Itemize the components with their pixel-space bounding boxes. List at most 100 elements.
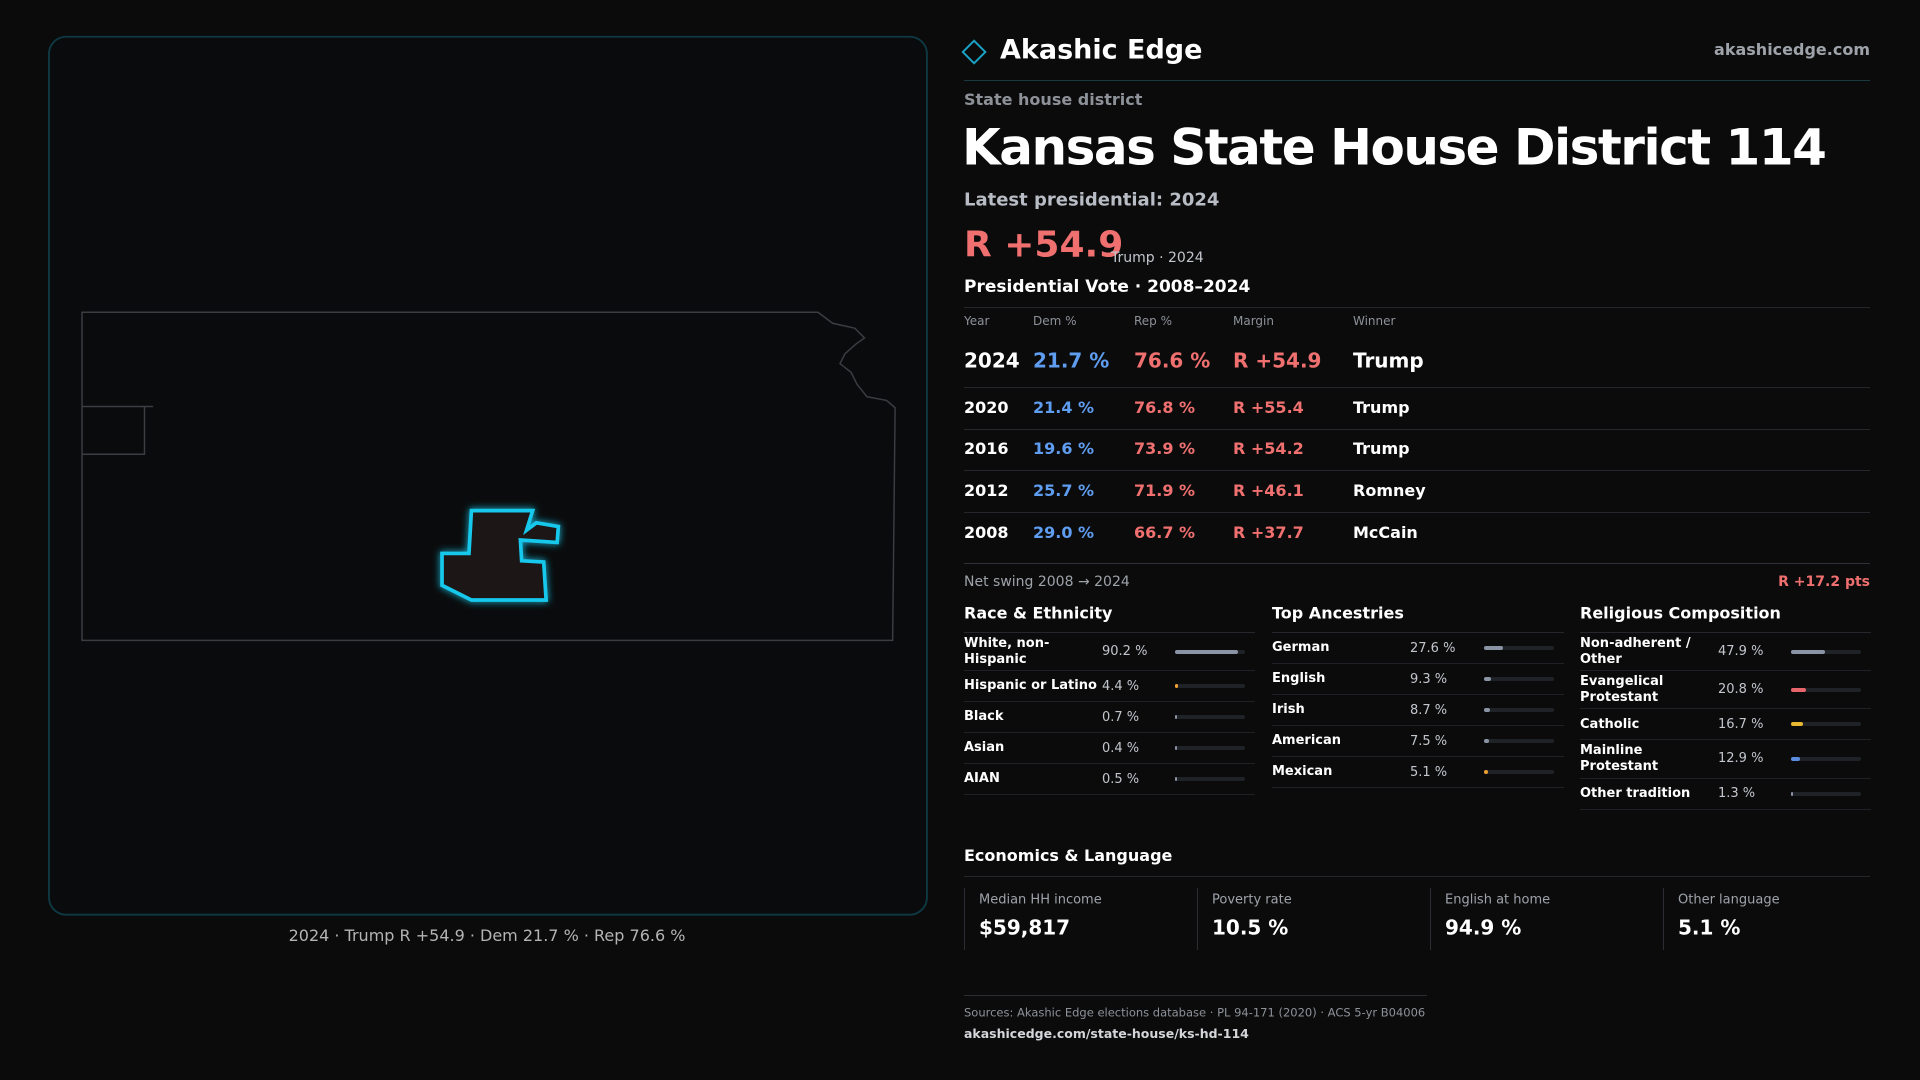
- panel-row: Other tradition 1.3 %: [1580, 779, 1871, 810]
- bar-track: [1484, 646, 1554, 650]
- cell: McCain: [1353, 522, 1418, 542]
- cell: R +37.7: [1233, 522, 1304, 542]
- row-value: 20.8 %: [1718, 682, 1764, 698]
- card-label: Median HH income: [979, 892, 1102, 908]
- bar: [1791, 687, 1806, 692]
- row-value: 1.3 %: [1718, 786, 1756, 802]
- panel-title-text: Top Ancestries: [1272, 603, 1404, 623]
- url: akashicedge.com/state-house/ks-hd-114: [964, 1025, 1249, 1041]
- panel-rows: White, non-Hispanic 90.2 % Hispanic or Lat…: [964, 632, 1255, 796]
- bar: [1791, 649, 1825, 654]
- bar-track: [1484, 708, 1554, 712]
- econ-card: Poverty rate 10.5 %: [1197, 888, 1431, 950]
- panel-title-text: Race & Ethnicity: [964, 603, 1113, 623]
- row-name: Non-adherent / Other: [1580, 636, 1691, 667]
- panel-rows: Non-adherent / Other 47.9 % Evangelical Pr…: [1580, 632, 1871, 810]
- panel-row: White, non-Hispanic 90.2 %: [964, 633, 1255, 672]
- cell: 71.9 %: [1134, 480, 1196, 500]
- econ-card: Other language 5.1 %: [1663, 888, 1871, 950]
- bar-track: [1484, 739, 1554, 743]
- row-value: 0.4 %: [1102, 740, 1140, 756]
- row-name: Hispanic or Latino: [964, 678, 1097, 694]
- bar-track: [1175, 715, 1245, 720]
- rule: [964, 307, 1870, 308]
- cell: R +54.2: [1233, 438, 1304, 458]
- cell: 25.7 %: [1033, 480, 1095, 500]
- rule: [964, 563, 1870, 564]
- panel-row: Black 0.7 %: [964, 702, 1255, 734]
- panel-row: Evangelical Protestant 20.8 %: [1580, 671, 1871, 710]
- row-rule: [964, 429, 1870, 430]
- row-value: 4.4 %: [1102, 678, 1140, 694]
- cell: 2024: [964, 348, 1020, 373]
- card-label: Other language: [1678, 892, 1780, 908]
- row-value: 27.6 %: [1410, 640, 1456, 656]
- row-name: English: [1272, 671, 1326, 687]
- brand-icon: [961, 39, 987, 65]
- panel-title-text: Religious Composition: [1580, 603, 1781, 623]
- bar-track: [1175, 777, 1245, 782]
- panel-row: AIAN 0.5 %: [964, 764, 1255, 796]
- district-shape: [440, 508, 561, 602]
- econ-card: Median HH income $59,817: [964, 888, 1198, 950]
- row-name: Catholic: [1580, 716, 1640, 732]
- bar: [1484, 677, 1491, 681]
- row-value: 90.2 %: [1102, 644, 1148, 660]
- sources: Sources: Akashic Edge elections database…: [964, 1005, 1426, 1020]
- column-header: Dem %: [1033, 314, 1077, 329]
- panel-row: Hispanic or Latino 4.4 %: [964, 671, 1255, 703]
- header-rule: [964, 80, 1870, 81]
- cell: 66.7 %: [1134, 522, 1196, 542]
- panel-row: Mainline Protestant 12.9 %: [1580, 740, 1871, 779]
- row-name: Other tradition: [1580, 785, 1691, 801]
- row-value: 0.5 %: [1102, 771, 1140, 787]
- card-value: 10.5 %: [1212, 915, 1289, 940]
- title: Kansas State House District 114: [962, 118, 1827, 177]
- row-rule: [964, 512, 1870, 513]
- map-panel: [48, 35, 928, 916]
- cell: 73.9 %: [1134, 438, 1196, 458]
- bar-track: [1175, 649, 1245, 654]
- row-name: Black: [964, 709, 1004, 725]
- cell: 76.6 %: [1134, 348, 1211, 373]
- card-label: English at home: [1445, 892, 1551, 908]
- state-outline: [81, 311, 896, 642]
- cell: 2012: [964, 480, 1009, 500]
- brand-name: Akashic Edge: [1000, 34, 1203, 66]
- cell: Trump: [1353, 438, 1410, 458]
- bar: [1791, 722, 1803, 727]
- cell: R +54.9: [1233, 348, 1322, 373]
- row-name: American: [1272, 733, 1342, 749]
- row-rule: [964, 470, 1870, 471]
- card-value: $59,817: [979, 915, 1071, 940]
- cell: 21.7 %: [1033, 348, 1110, 373]
- row-value: 16.7 %: [1718, 716, 1764, 732]
- bar: [1484, 708, 1491, 712]
- panel-row: English 9.3 %: [1272, 664, 1564, 695]
- row-name: Asian: [964, 740, 1005, 756]
- panel-row: Mexican 5.1 %: [1272, 757, 1564, 788]
- swing-label: Net swing 2008 → 2024: [964, 573, 1130, 590]
- card-label: Poverty rate: [1212, 892, 1292, 908]
- cell: 21.4 %: [1033, 397, 1095, 417]
- row-value: 9.3 %: [1410, 671, 1448, 687]
- panel-rows: German 27.6 % English 9.3 % Irish 8.7 % Americ…: [1272, 632, 1564, 788]
- cell: 2008: [964, 522, 1009, 542]
- bar-track: [1791, 649, 1861, 654]
- rule: [964, 876, 1870, 877]
- bar-track: [1484, 677, 1554, 681]
- row-rule: [964, 387, 1870, 388]
- panel-row: Irish 8.7 %: [1272, 695, 1564, 726]
- row-name: Mainline Protestant: [1580, 743, 1659, 774]
- econ-card: English at home 94.9 %: [1430, 888, 1664, 950]
- cell: 2020: [964, 397, 1009, 417]
- cell: Trump: [1353, 348, 1424, 373]
- panel-row: Non-adherent / Other 47.9 %: [1580, 633, 1871, 672]
- row-name: Mexican: [1272, 764, 1333, 780]
- card-value: 5.1 %: [1678, 915, 1741, 940]
- margin-note: Trump · 2024: [1111, 249, 1204, 266]
- row-value: 0.7 %: [1102, 709, 1140, 725]
- column-header: Winner: [1353, 314, 1396, 329]
- bar-track: [1791, 756, 1861, 761]
